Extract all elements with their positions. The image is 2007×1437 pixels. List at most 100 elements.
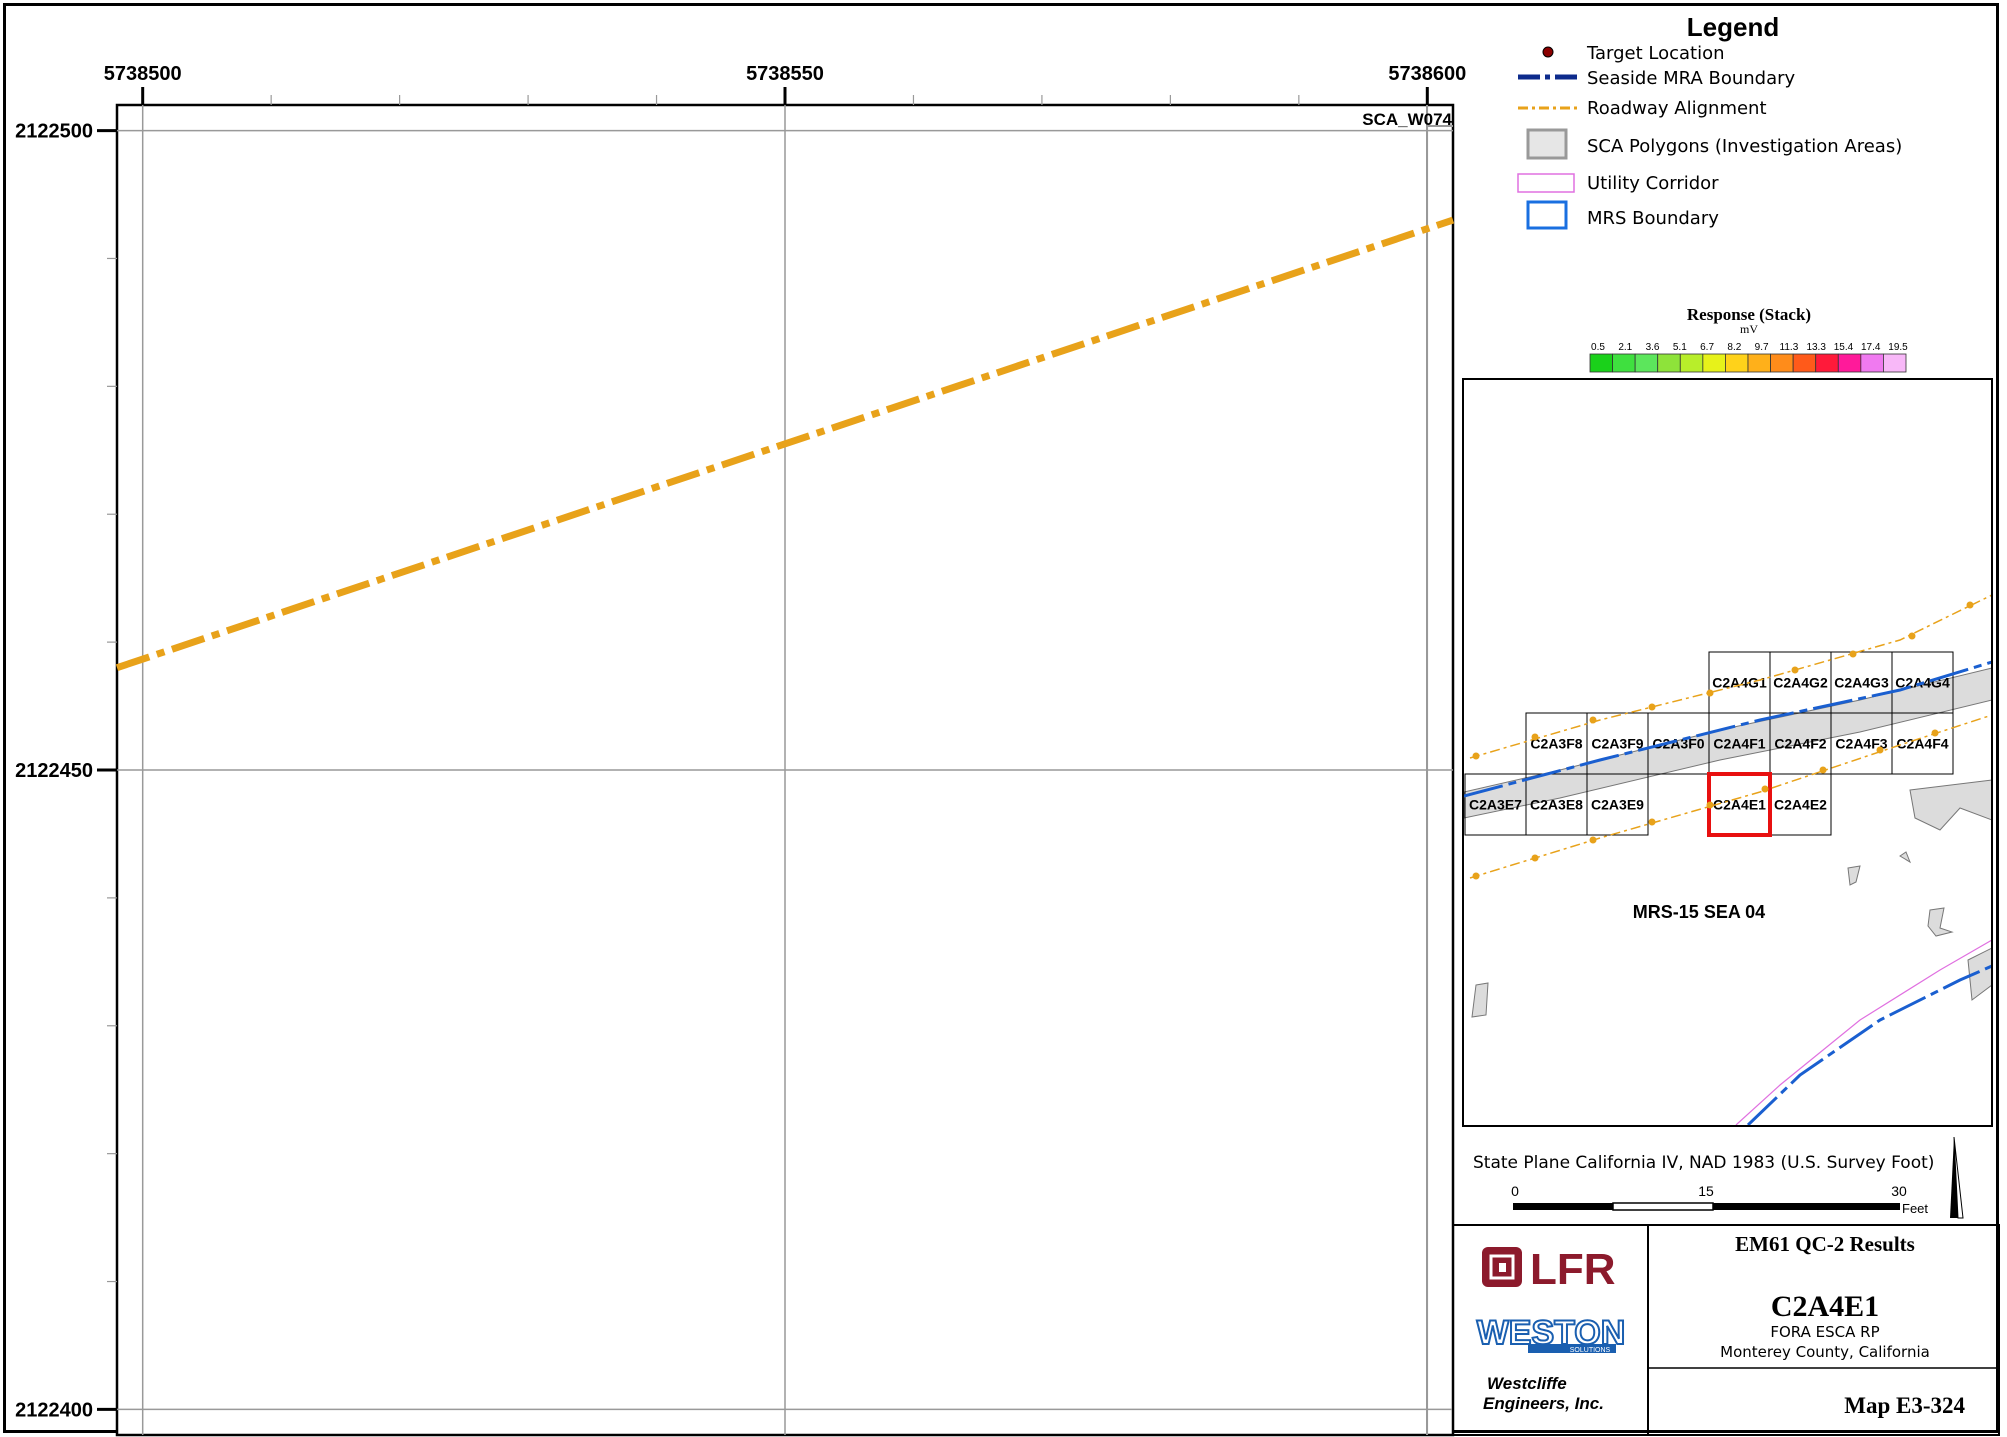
inset-grid-cell-label: C2A3F9 (1591, 736, 1643, 752)
colorbar-tick: 11.3 (1780, 342, 1799, 353)
inset-mra-boundary-south (1746, 964, 1991, 1125)
y-tick-label: 2122450 (15, 760, 93, 782)
colorbar-swatch (1747, 353, 1771, 373)
colorbar-swatch (1883, 353, 1907, 373)
inset-grid-cell-label: C2A4G1 (1712, 675, 1767, 691)
inset-utility-corridor (1735, 939, 1991, 1125)
target-dot-icon (1542, 46, 1554, 58)
lfr-logo-text: LFR (1530, 1245, 1616, 1294)
inset-roadway-north (1469, 594, 1991, 759)
x-tick-label: 5738500 (104, 63, 182, 85)
colorbar-tick: 6.7 (1700, 342, 1714, 353)
x-tick-label: 5738600 (1388, 63, 1466, 85)
colorbar-tick: 15.4 (1834, 342, 1854, 353)
legend-title: Legend (1687, 12, 1779, 42)
company-line2: Engineers, Inc. (1483, 1394, 1604, 1413)
project-name: FORA ESCA RP (1770, 1323, 1879, 1341)
scale-tick-30: 30 (1891, 1183, 1907, 1199)
x-tick-label: 5738550 (746, 63, 824, 85)
inset-grid-cell-label: C2A4F2 (1774, 736, 1826, 752)
scale-tick-0: 0 (1511, 1183, 1519, 1199)
inset-grid-cell-label: C2A4E1 (1713, 797, 1766, 813)
inset-grid-cell-label: C2A3F0 (1652, 736, 1704, 752)
colorbar-swatch (1612, 353, 1636, 373)
colorbar-swatch (1815, 353, 1839, 373)
blue-box-icon (1526, 200, 1568, 230)
weston-logo: WESTON SOLUTIONS (1476, 1313, 1627, 1354)
company-line1: Westcliffe (1487, 1374, 1567, 1393)
colorbar-unit: mV (1740, 322, 1758, 336)
inset-grid-cell-label: C2A3F8 (1530, 736, 1582, 752)
legend-label-target-location: Target Location (1586, 43, 1725, 64)
legend-label-roadway-alignment: Roadway Alignment (1587, 98, 1767, 119)
map-heading: EM61 QC-2 Results (1735, 1232, 1915, 1256)
colorbar-swatch (1770, 353, 1794, 373)
colorbar-tick: 5.1 (1673, 342, 1687, 353)
inset-sca-polygon-west (1471, 982, 1489, 1018)
colorbar-swatches (1589, 353, 1907, 373)
weston-logo-sub: SOLUTIONS (1570, 1347, 1611, 1354)
inset-mra-boundary-north (1464, 660, 1991, 798)
inset-grid-cell[interactable] (1586, 773, 1649, 836)
inset-grid-cell-label: C2A4E2 (1774, 797, 1827, 813)
inset-grid-cell-label: C2A3E7 (1469, 797, 1522, 813)
colorbar-swatch (1634, 353, 1659, 373)
inset-roadway-markers (1472, 601, 1974, 880)
colorbar-tick: 17.4 (1861, 342, 1881, 353)
colorbar-swatch (1837, 353, 1862, 373)
y-tick-label: 2122400 (15, 1399, 93, 1421)
legend-label-sca-polygons: SCA Polygons (Investigation Areas) (1587, 136, 1902, 157)
inset-grid-cell-label: C2A4F1 (1713, 736, 1765, 752)
inset-grid-cell-label: C2A4F3 (1835, 736, 1887, 752)
colorbar-swatch (1860, 353, 1884, 373)
colorbar-title: Response (Stack) (1687, 305, 1811, 324)
sca-polygon-label: SCA_W074 (1362, 110, 1452, 129)
colorbar-swatch (1792, 353, 1817, 373)
project-location: Monterey County, California (1720, 1343, 1930, 1361)
inset-sca-polygon-east (1909, 779, 1991, 831)
inset-map-frame (1462, 378, 1993, 1127)
inset-sca-polygon-small (1847, 865, 1861, 886)
colorbar-tick: 19.5 (1888, 342, 1908, 353)
inset-grid-cell[interactable] (1891, 712, 1954, 775)
scale-unit: Feet (1902, 1201, 1928, 1216)
lfr-logo: LFR (1482, 1245, 1616, 1294)
colorbar-tick: 3.6 (1646, 342, 1660, 353)
roadway-alignment-line (115, 216, 1455, 672)
inset-roadway-south (1469, 714, 1991, 879)
north-arrow-icon (1950, 1136, 1964, 1219)
inset-sca-polygon-tiny (1899, 851, 1912, 864)
inset-grid-cell-label: C2A3E9 (1591, 797, 1644, 813)
scale-bar: 0 15 30 Feet (1511, 1183, 1928, 1216)
inset-grid-cell-label: C2A4G3 (1834, 675, 1889, 691)
colorbar-swatch (1589, 353, 1613, 373)
y-tick-label: 2122500 (15, 121, 93, 143)
colorbar-tick: 0.5 (1591, 342, 1605, 353)
colorbar-swatch (1679, 353, 1704, 373)
colorbar-tick: 2.1 (1618, 342, 1632, 353)
inset-sca-polygon-edge (1967, 947, 1991, 1001)
map-number: Map E3-324 (1844, 1393, 1965, 1418)
colorbar-tick: 8.2 (1727, 342, 1741, 353)
inset-area-label: MRS-15 SEA 04 (1633, 902, 1765, 922)
colorbar-tick-labels: 0.5 2.1 3.6 5.1 6.7 8.2 9.7 11.3 13.3 15.4 17.4 19.… (1591, 342, 1908, 353)
legend-label-utility-corridor: Utility Corridor (1587, 173, 1719, 194)
y-axis-ticks: 2122500 2122450 2122400 (15, 121, 1453, 1421)
pink-box-icon (1517, 173, 1575, 193)
legend-label-seaside-mra-boundary: Seaside MRA Boundary (1587, 68, 1796, 89)
map-grid-id: C2A4E1 (1771, 1290, 1879, 1323)
inset-grid-cell-label: C2A4G2 (1773, 675, 1828, 691)
colorbar-swatch (1725, 353, 1749, 373)
inset-sca-polygon-southeast (1927, 907, 1954, 937)
colorbar-tick: 9.7 (1755, 342, 1769, 353)
projection-text: State Plane California IV, NAD 1983 (U.S… (1473, 1153, 1934, 1173)
inset-grid-cell-label: C2A4F4 (1896, 736, 1948, 752)
inset-grid-cell-label: C2A3E8 (1530, 797, 1583, 813)
colorbar-swatch (1657, 353, 1681, 373)
legend-label-mrs-boundary: MRS Boundary (1587, 208, 1719, 229)
colorbar-swatch (1702, 353, 1726, 373)
scale-tick-15: 15 (1698, 1183, 1714, 1199)
